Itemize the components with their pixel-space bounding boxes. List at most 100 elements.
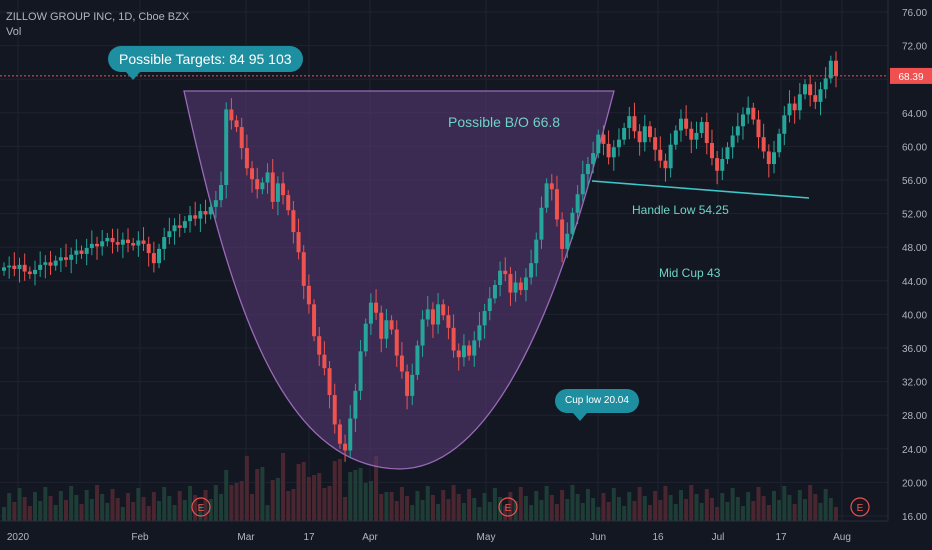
volume-bar [668,495,673,521]
volume-bar [477,507,482,521]
volume-bar [27,506,32,521]
volume-bar [58,491,63,521]
time-tick-label: 16 [652,532,664,543]
candle-body [291,210,296,233]
price-tick-label: 20.00 [902,478,927,489]
volume-bar [224,470,229,521]
volume-bar [270,480,275,521]
volume-bar [596,507,601,521]
candle-body [275,183,280,202]
candle-body [834,60,838,76]
volume-bar [699,503,704,521]
volume-bar [317,473,322,521]
candle-body [353,390,358,419]
candle-body [244,148,249,169]
volume-bar [549,495,554,521]
candle-body [668,144,673,169]
volume-bar [348,472,353,521]
volume-bar [182,500,187,521]
candle-body [818,89,823,102]
price-tick-label: 24.00 [902,445,927,456]
volume-bar [312,475,317,521]
volume-bar [100,494,105,521]
volume-bar [704,489,709,521]
candle-body [740,114,745,127]
volume-bar [167,496,172,521]
candle-body [715,158,720,171]
candle-body [17,264,22,270]
volume-bar [162,487,167,521]
candle-body [110,237,115,243]
volume-bar [565,499,570,521]
candle-body [348,418,353,451]
volume-bar [544,486,549,521]
volume-bar [813,494,818,521]
price-tick-label: 28.00 [902,411,927,422]
volume-bar [787,495,792,521]
volume-bar [673,504,678,521]
candle-body [306,285,311,305]
candle-body [704,122,709,144]
volume-bar [291,489,296,521]
candle-body [792,103,797,111]
candle-body [2,267,6,271]
candle-body [95,243,100,247]
earnings-marker[interactable] [498,497,518,517]
volume-bar [554,504,559,521]
volume-bar [410,505,415,521]
volume-bar [751,501,756,521]
price-axis[interactable]: 76.0072.0068.0064.0060.0056.0052.0048.00… [887,0,932,523]
candle-body [182,221,187,228]
candle-body [611,147,616,158]
earnings-marker[interactable] [191,497,211,517]
candle-body [482,311,487,326]
candle-body [337,424,342,444]
candle-body [647,126,652,138]
price-tick-label: 60.00 [902,142,927,153]
volume-bar [771,491,776,521]
candle-body [405,371,410,396]
candle-body [224,109,229,186]
volume-bar [591,498,596,521]
mid-cup-annotation: Mid Cup 43 [659,266,721,280]
targets-text: Possible Targets: 84 95 103 [119,51,292,67]
volume-bar [146,506,151,521]
candle-body [585,164,590,175]
volume-bar [203,490,208,521]
volume-bar [301,462,306,521]
volume-bar [12,502,17,521]
volume-bar [33,492,38,521]
volume-bar [611,488,616,521]
candle-body [198,211,203,219]
volume-bar [797,490,802,521]
volume-bar [151,492,156,521]
price-tick-label: 52.00 [902,210,927,221]
candle-body [136,240,141,246]
candle-body [363,323,368,352]
volume-bar [399,487,404,521]
candle-body [343,443,348,451]
earnings-marker[interactable] [850,497,870,517]
handle-low-annotation: Handle Low 54.25 [632,203,729,217]
candle-body [188,215,193,222]
candle-body [508,274,513,293]
candle-body [498,270,503,285]
time-axis[interactable]: 2020 Feb Mar 17 Apr May Jun 16 Jul 17 Aug [0,520,888,543]
volume-bar [296,464,301,521]
volume-bar [834,507,838,521]
candle-body [322,354,327,369]
candle-body [146,243,151,254]
volume-bar [7,493,12,521]
volume-bar [332,461,337,521]
volume-bar [79,504,84,521]
volume-bar [740,506,745,521]
candle-body [255,179,260,190]
volume-bar [808,485,813,521]
candle-body [177,225,182,228]
candle-body [513,282,518,293]
volume-bar [306,477,311,521]
candle-body [12,265,17,270]
volume-bar [322,488,327,521]
